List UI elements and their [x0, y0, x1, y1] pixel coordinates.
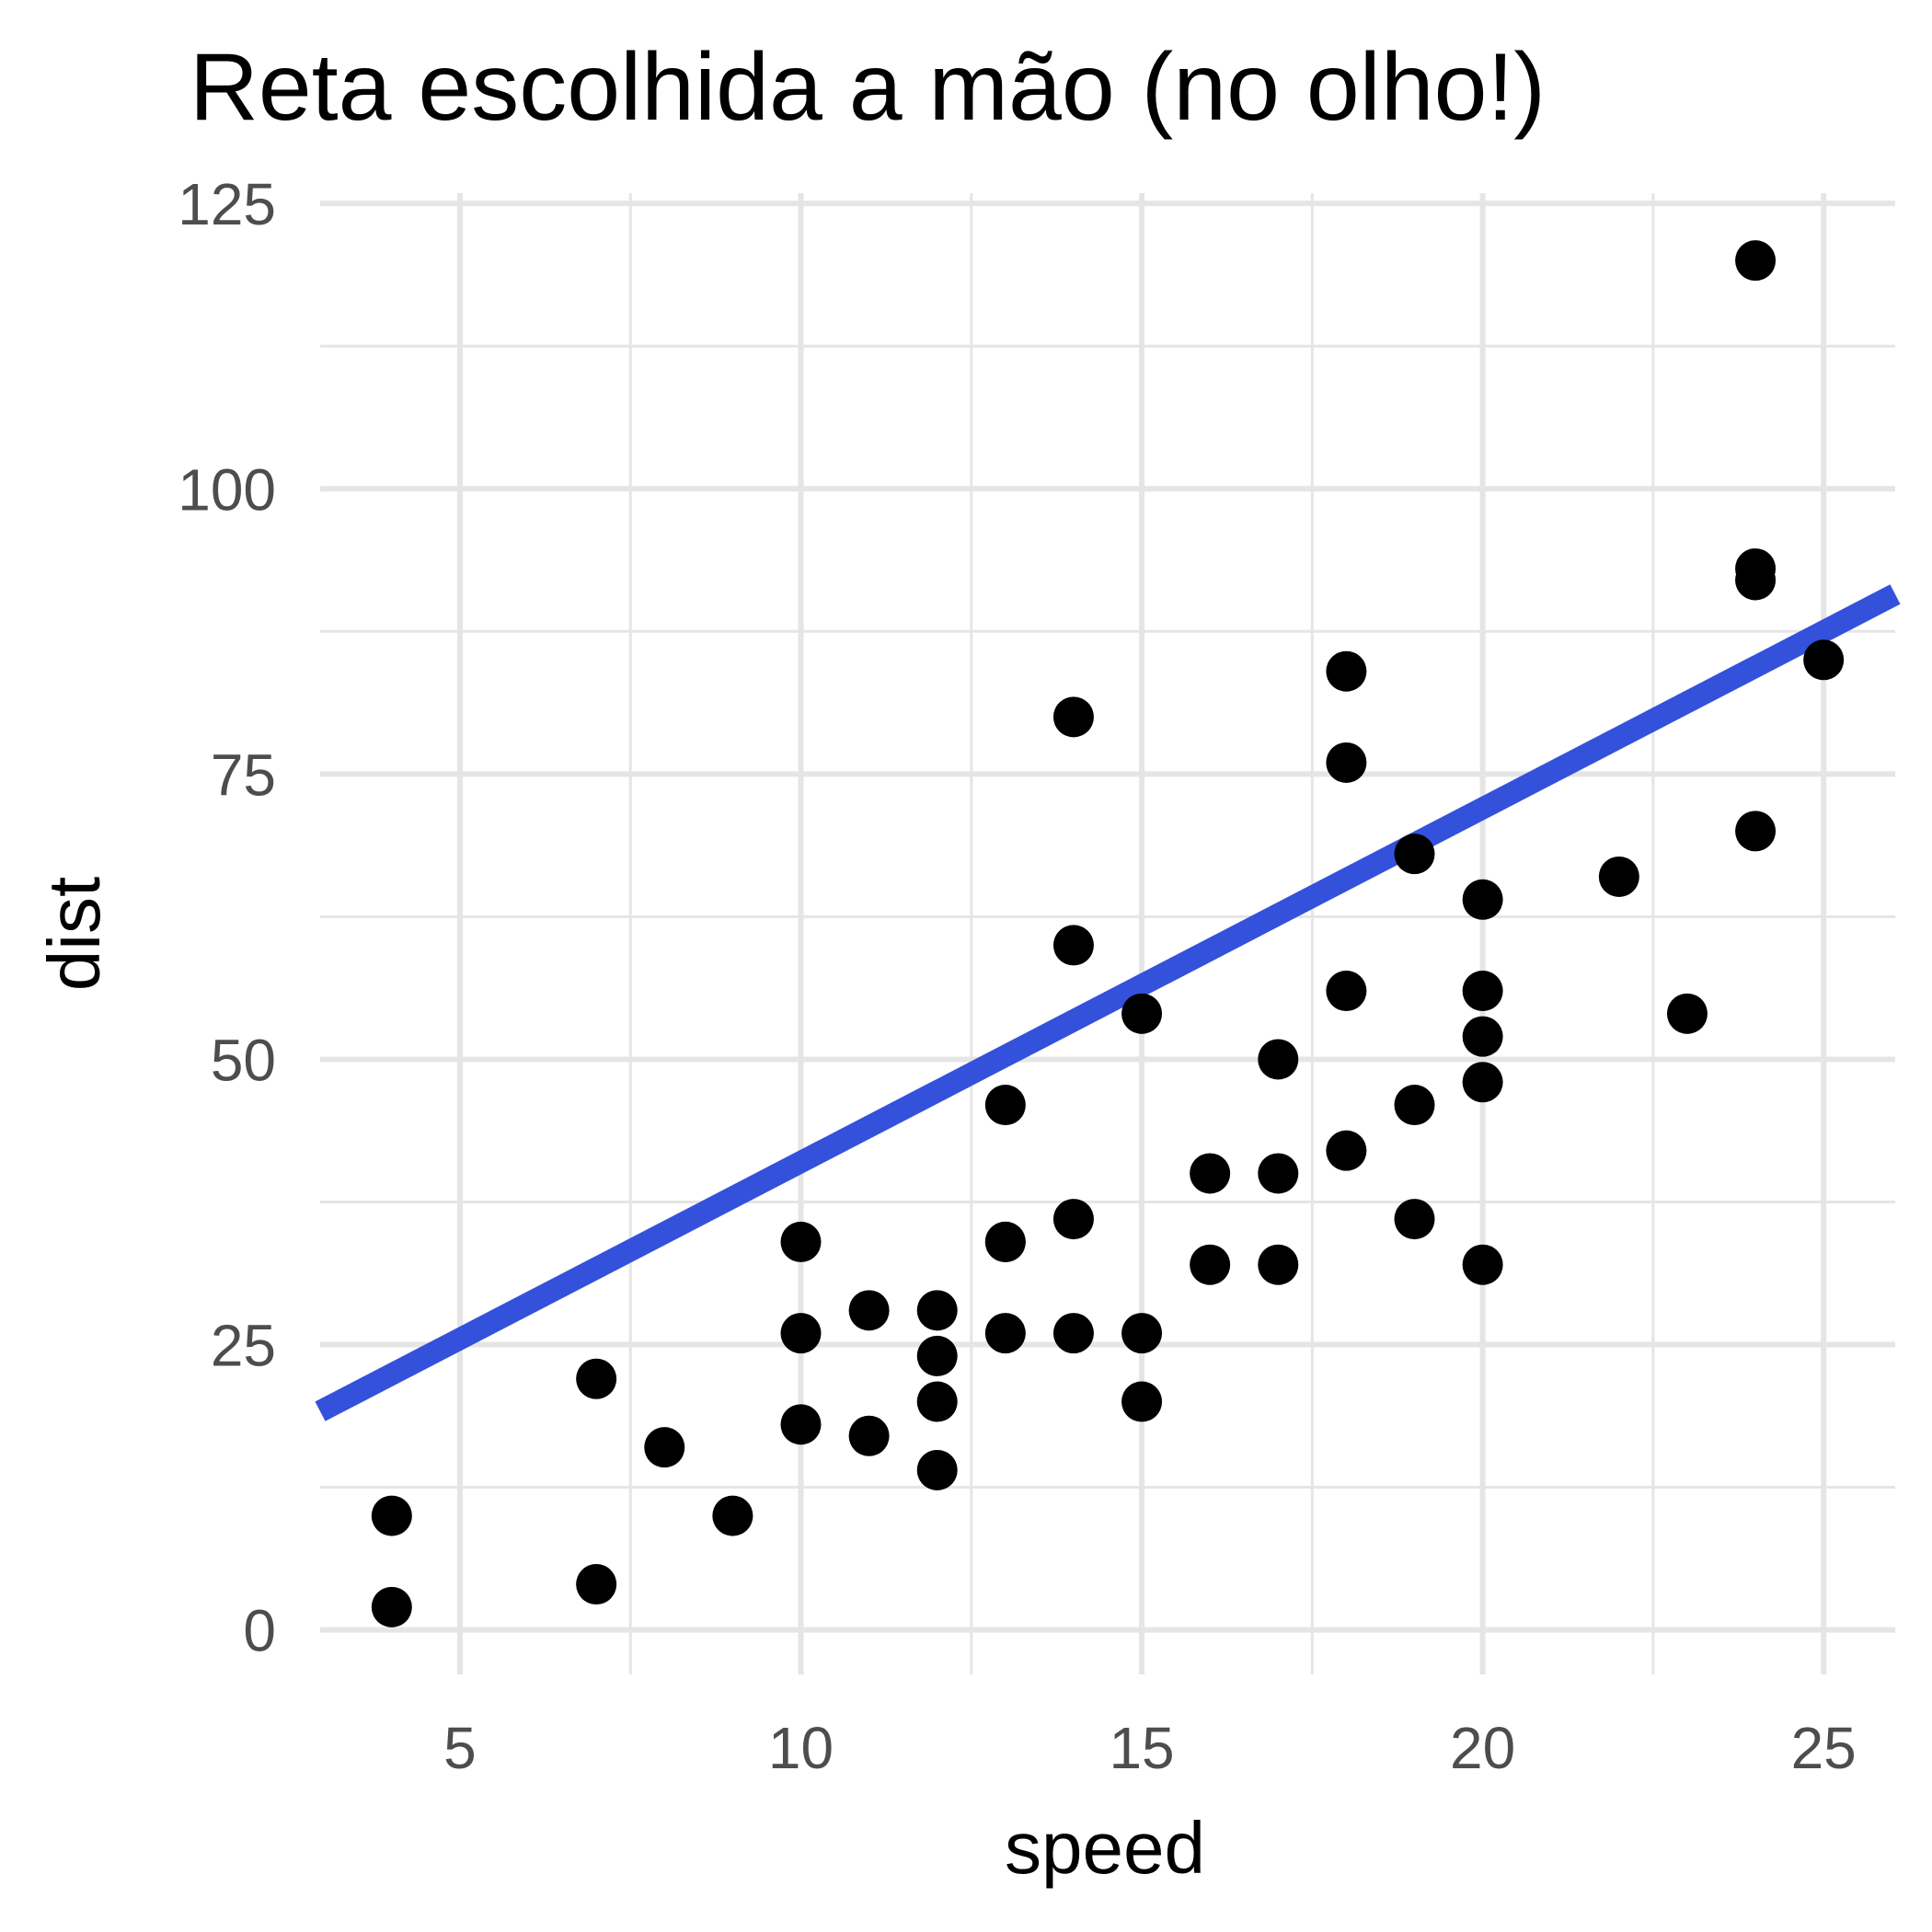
- y-tick-label: 125: [178, 171, 276, 237]
- x-tick-label: 20: [1450, 1715, 1515, 1781]
- y-axis-title: dist: [33, 877, 115, 992]
- data-point: [1394, 1199, 1435, 1240]
- data-point: [1394, 1085, 1435, 1126]
- data-point: [1052, 696, 1094, 738]
- data-point: [780, 1221, 822, 1262]
- data-point: [848, 1290, 890, 1331]
- data-point: [1462, 1062, 1503, 1103]
- data-point: [848, 1415, 890, 1456]
- data-point: [1666, 993, 1708, 1034]
- data-point: [1735, 548, 1777, 590]
- data-point: [984, 1085, 1026, 1126]
- data-point: [576, 1358, 617, 1399]
- x-tick-label: 10: [768, 1715, 834, 1781]
- data-point: [1258, 1153, 1299, 1194]
- y-tick-label: 100: [178, 456, 276, 523]
- data-point: [712, 1495, 753, 1536]
- line-layer: [315, 584, 1901, 1421]
- y-tick-label: 0: [243, 1598, 276, 1664]
- data-point: [1735, 240, 1777, 282]
- data-point: [371, 1495, 412, 1536]
- data-point: [916, 1290, 958, 1331]
- data-point: [1190, 1153, 1231, 1194]
- data-point: [780, 1313, 822, 1354]
- data-point: [916, 1335, 958, 1376]
- data-point: [1121, 1381, 1163, 1422]
- data-point: [916, 1381, 958, 1422]
- points-layer: [371, 240, 1845, 1627]
- data-point: [1462, 1016, 1503, 1057]
- data-point: [1190, 1244, 1231, 1285]
- chart-title: Reta escolhida a mão (no olho!): [190, 34, 1546, 141]
- data-point: [1121, 993, 1163, 1034]
- data-point: [576, 1564, 617, 1605]
- data-point: [1052, 1313, 1094, 1354]
- data-point: [1258, 1244, 1299, 1285]
- minor-gridlines: [320, 193, 1895, 1674]
- x-axis-title: speed: [1005, 1807, 1205, 1889]
- data-point: [1598, 856, 1639, 897]
- data-point: [1052, 1199, 1094, 1240]
- data-point: [644, 1427, 685, 1468]
- data-point: [780, 1404, 822, 1445]
- data-point: [1735, 811, 1777, 852]
- major-gridlines: [320, 193, 1895, 1674]
- y-tick-label: 75: [211, 742, 276, 808]
- data-point: [1394, 834, 1435, 875]
- fitted-line: [315, 584, 1901, 1421]
- x-axis-tick-labels: 5 10 15 20 25: [443, 1715, 1857, 1781]
- data-point: [1462, 879, 1503, 920]
- y-tick-label: 25: [211, 1313, 276, 1379]
- data-point: [1326, 742, 1367, 783]
- data-point: [1326, 971, 1367, 1012]
- data-point: [1803, 639, 1845, 681]
- data-point: [1052, 925, 1094, 966]
- data-point: [1326, 650, 1367, 692]
- data-point: [916, 1449, 958, 1490]
- data-point: [984, 1221, 1026, 1262]
- x-tick-label: 5: [443, 1715, 477, 1781]
- data-point: [1326, 1130, 1367, 1171]
- data-point: [984, 1313, 1026, 1354]
- x-tick-label: 25: [1791, 1715, 1857, 1781]
- data-point: [371, 1586, 412, 1627]
- data-point: [1462, 1244, 1503, 1285]
- data-point: [1462, 971, 1503, 1012]
- data-point: [1258, 1039, 1299, 1080]
- y-axis-tick-labels: 0 25 50 75 100 125: [178, 171, 276, 1663]
- x-tick-label: 15: [1109, 1715, 1174, 1781]
- y-tick-label: 50: [211, 1027, 276, 1093]
- data-point: [1121, 1313, 1163, 1354]
